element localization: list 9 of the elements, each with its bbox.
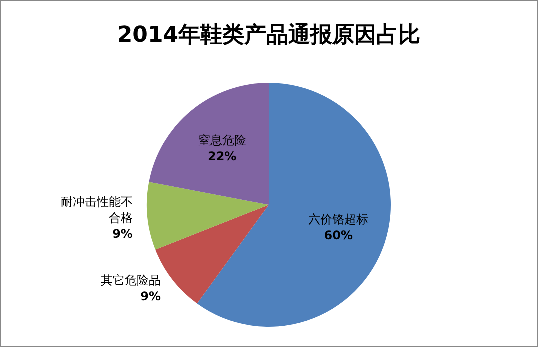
data-label: 60% bbox=[324, 228, 353, 243]
data-label: 9% bbox=[140, 290, 162, 304]
slice-label: 六价铬超标 bbox=[308, 212, 369, 227]
data-label: 9% bbox=[112, 226, 133, 241]
slice-label: 耐冲击性能不合格 bbox=[60, 194, 133, 225]
data-label: 22% bbox=[208, 150, 237, 164]
slice-label: 窒息危险 bbox=[198, 134, 246, 148]
slice-label: 其它危险品 bbox=[101, 274, 162, 288]
chart-title: 2014年鞋类产品通报原因占比 bbox=[117, 22, 421, 48]
